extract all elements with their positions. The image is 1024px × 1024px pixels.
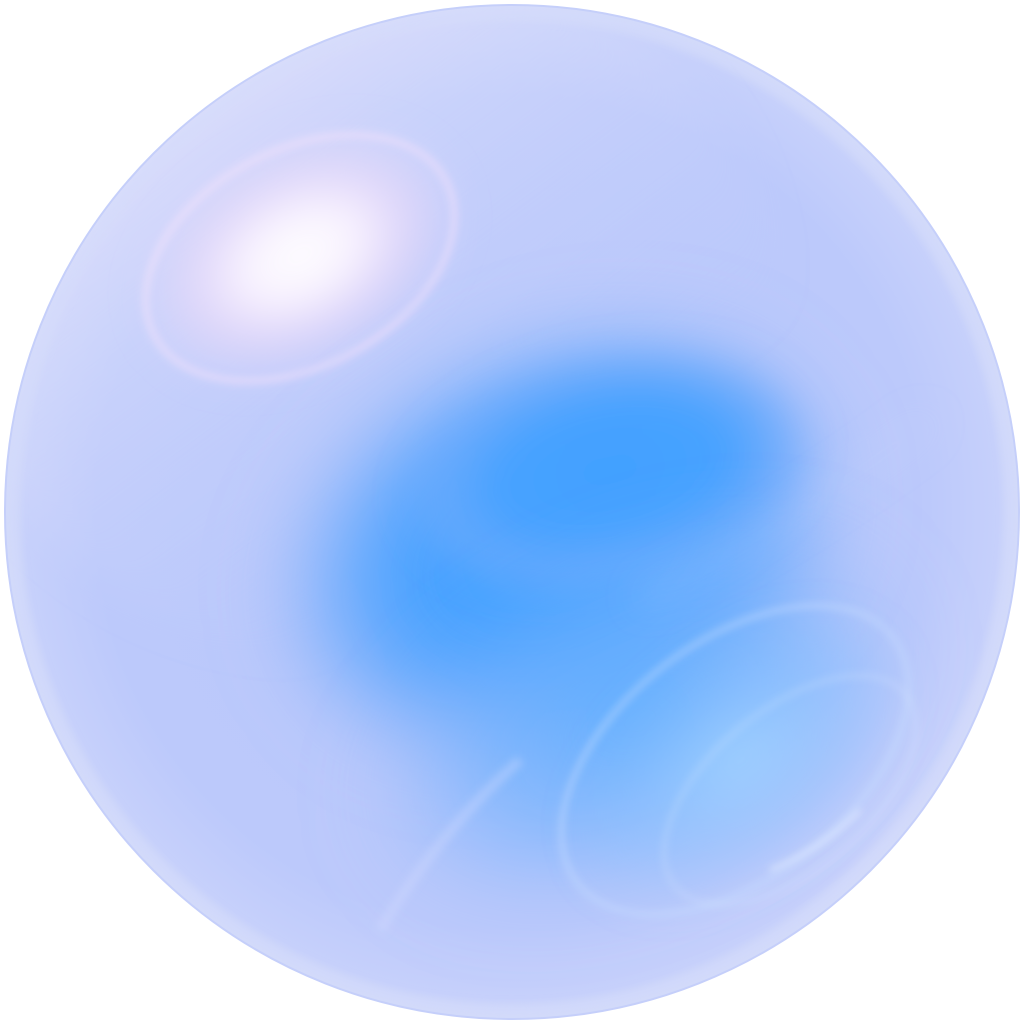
reflection-ring-inner [662, 673, 918, 907]
reflection-streak-right [637, 415, 934, 606]
specular-highlight [136, 124, 464, 386]
edge-glint [769, 808, 862, 872]
reflection-streak [375, 756, 524, 933]
rim-glow [5, 5, 1019, 1019]
highlight-ring [142, 132, 458, 384]
sphere-outline [4, 4, 1020, 1020]
